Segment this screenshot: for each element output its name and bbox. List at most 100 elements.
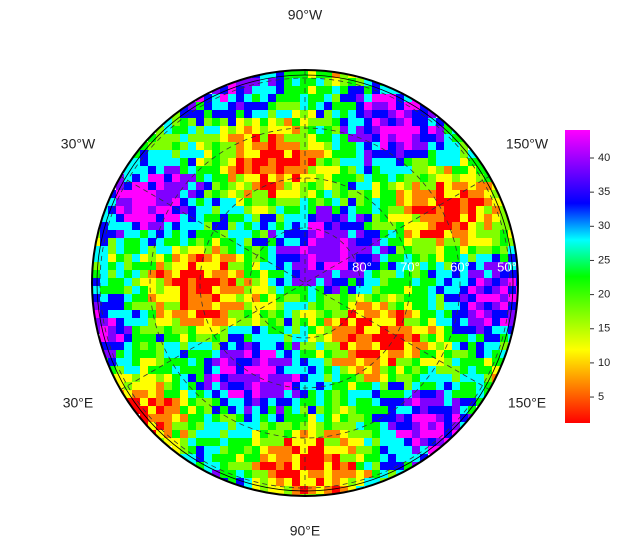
map-cell [148, 222, 156, 230]
map-cell [388, 198, 396, 206]
map-cell [380, 150, 388, 158]
map-cell [292, 334, 300, 342]
map-cell [380, 118, 388, 126]
map-cell [228, 198, 236, 206]
map-cell [436, 382, 444, 390]
map-cell [340, 214, 348, 222]
map-cell [116, 382, 124, 390]
map-cell [460, 190, 468, 198]
map-cell [124, 238, 132, 246]
map-cell [180, 142, 188, 150]
map-cell [404, 286, 412, 294]
map-cell [412, 158, 420, 166]
map-cell [228, 350, 236, 358]
map-cell [92, 270, 100, 278]
map-cell [212, 438, 220, 446]
map-cell [380, 438, 388, 446]
map-cell [292, 446, 300, 454]
map-cell [316, 478, 324, 486]
map-cell [284, 438, 292, 446]
map-cell [260, 366, 268, 374]
map-cell [340, 390, 348, 398]
map-cell [420, 214, 428, 222]
map-cell [484, 302, 492, 310]
map-cell [388, 134, 396, 142]
map-cell [204, 294, 212, 302]
map-cell [204, 326, 212, 334]
map-cell [204, 182, 212, 190]
map-cell [260, 102, 268, 110]
map-cell [380, 326, 388, 334]
map-cell [212, 406, 220, 414]
map-cell [276, 230, 284, 238]
map-cell [332, 230, 340, 238]
map-cell [276, 238, 284, 246]
map-cell [300, 238, 308, 246]
map-cell [108, 262, 116, 270]
map-cell [188, 294, 196, 302]
map-cell [220, 350, 228, 358]
map-cell [132, 254, 140, 262]
map-cell [244, 254, 252, 262]
map-cell [116, 318, 124, 326]
map-cell [492, 190, 500, 198]
map-cell [412, 174, 420, 182]
map-cell [308, 302, 316, 310]
map-cell [324, 254, 332, 262]
map-cell [364, 406, 372, 414]
map-cell [340, 310, 348, 318]
colorbar-tick-label: 5 [598, 391, 604, 403]
map-cell [332, 358, 340, 366]
map-cell [236, 374, 244, 382]
map-cell [356, 326, 364, 334]
map-cell [492, 230, 500, 238]
map-cell [172, 310, 180, 318]
map-cell [268, 430, 276, 438]
map-cell [204, 406, 212, 414]
map-cell [212, 182, 220, 190]
map-cell [292, 238, 300, 246]
map-cell [180, 422, 188, 430]
map-cell [484, 278, 492, 286]
map-cell [140, 222, 148, 230]
map-cell [268, 478, 276, 486]
map-cell [332, 190, 340, 198]
map-cell [468, 238, 476, 246]
map-cell [460, 406, 468, 414]
map-cell [452, 286, 460, 294]
map-cell [260, 294, 268, 302]
map-cell [308, 398, 316, 406]
map-cell [92, 302, 100, 310]
map-cell [148, 390, 156, 398]
map-cell [460, 270, 468, 278]
map-cell [228, 158, 236, 166]
map-cell [236, 382, 244, 390]
map-cell [156, 334, 164, 342]
map-cell [452, 270, 460, 278]
map-cell [220, 278, 228, 286]
map-cell [332, 126, 340, 134]
map-cell [204, 334, 212, 342]
map-cell [244, 230, 252, 238]
map-cell [444, 262, 452, 270]
map-cell [404, 334, 412, 342]
map-cell [188, 238, 196, 246]
map-cell [300, 158, 308, 166]
map-cell [476, 350, 484, 358]
map-cell [404, 158, 412, 166]
map-cell [156, 238, 164, 246]
map-cell [140, 342, 148, 350]
map-cell [380, 126, 388, 134]
map-cell [212, 230, 220, 238]
map-cell [260, 462, 268, 470]
map-cell [324, 350, 332, 358]
map-cell [276, 486, 284, 494]
map-cell [212, 238, 220, 246]
map-cell [412, 342, 420, 350]
map-cell [284, 78, 292, 86]
map-cell [372, 326, 380, 334]
map-cell [228, 390, 236, 398]
map-cell [156, 254, 164, 262]
map-cell [364, 462, 372, 470]
map-cell [332, 94, 340, 102]
